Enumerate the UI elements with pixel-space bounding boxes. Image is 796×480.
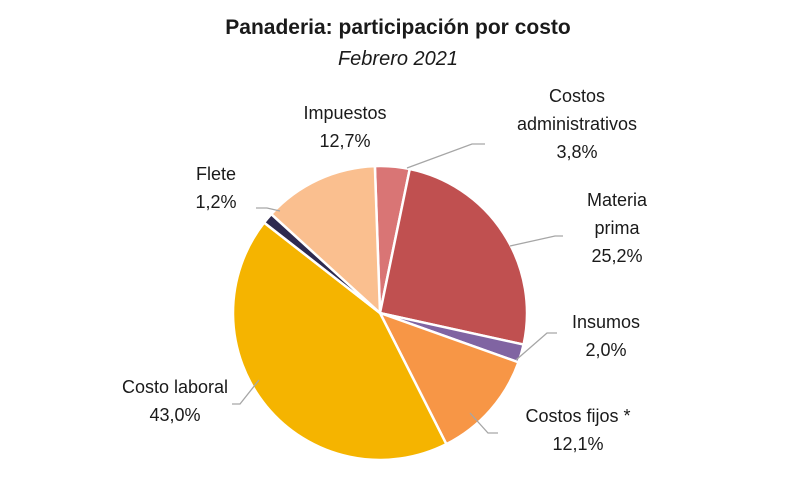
slice-name-label: Impuestos [303, 103, 386, 123]
leader-line [509, 235, 563, 247]
slice-name-label: Costos fijos * [525, 406, 630, 426]
slice-value-label: 43,0% [149, 405, 200, 425]
slice-name-label: Flete [196, 164, 236, 184]
leader-line [232, 379, 260, 405]
slice-value-label: 12,1% [552, 434, 603, 454]
pie-slice-costo-laboral [231, 221, 448, 462]
slice-name-label: administrativos [517, 114, 637, 134]
slice-name-label: Costos [549, 86, 605, 106]
slice-label: Materia prima 25,2% [587, 190, 648, 266]
leader-line [515, 332, 557, 361]
slice-label: Costo laboral 43,0% [122, 377, 228, 425]
slice-name-label: Insumos [572, 312, 640, 332]
slice-name-label: Costo laboral [122, 377, 228, 397]
slice-label: Costos administrativos 3,8% [517, 86, 637, 162]
chart-title: Panaderia: participación por costo [225, 16, 571, 39]
slice-value-label: 3,8% [556, 142, 597, 162]
slice-name-label: Materia [587, 190, 648, 210]
slice-value-label: 1,2% [195, 192, 236, 212]
slice-label: Insumos 2,0% [572, 312, 640, 360]
slice-value-label: 12,7% [319, 131, 370, 151]
slice-label: Impuestos 12,7% [303, 103, 386, 151]
slice-label: Costos fijos * 12,1% [525, 406, 630, 454]
leader-line [256, 207, 281, 212]
slice-value-label: 25,2% [591, 246, 642, 266]
pie-slice-materia-prima [378, 167, 529, 346]
leader-line [406, 143, 485, 169]
slice-label: Flete 1,2% [195, 164, 236, 212]
pie-slice-costos-fijos [378, 311, 520, 446]
leader-line [469, 412, 498, 434]
slice-name-label: prima [594, 218, 640, 238]
slice-value-label: 2,0% [585, 340, 626, 360]
chart-subtitle: Febrero 2021 [337, 48, 459, 70]
